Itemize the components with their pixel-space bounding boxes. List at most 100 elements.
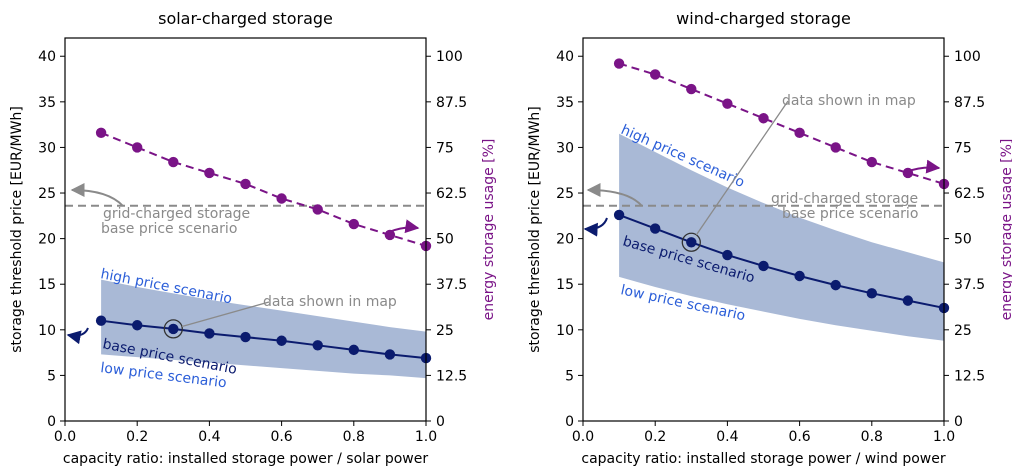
x-tick-label: 1.0	[415, 429, 437, 445]
y2-tick-label: 25	[436, 323, 454, 339]
plot-frame	[582, 37, 945, 422]
y2-tick-label: 12.5	[954, 368, 985, 384]
usage-point	[722, 98, 733, 109]
usage-series-points	[95, 127, 432, 252]
y2-tick-label: 75	[436, 140, 454, 156]
y-ticks-left: 0 5 10 15 20 25 30 35 40	[556, 49, 583, 430]
map-pointer-line	[181, 301, 270, 328]
reference-arrow	[70, 183, 124, 207]
usage-point	[794, 127, 805, 139]
base-point	[866, 288, 877, 299]
y-tick-label: 20	[38, 232, 56, 248]
y-tick-label: 10	[556, 323, 574, 339]
base-point	[722, 249, 733, 261]
base-point	[830, 279, 841, 291]
usage-point	[312, 204, 323, 215]
left-axis-arrow	[66, 327, 89, 345]
y2-tick-label: 0	[436, 414, 445, 430]
base-series-points	[613, 209, 950, 314]
base-series-line	[100, 319, 427, 360]
base-point	[204, 328, 215, 339]
reference-label-line2: base price scenario	[782, 206, 918, 222]
y2-tick-label: 100	[436, 49, 463, 65]
y-axis-label-left: storage threshold price [EUR/MWh]	[527, 106, 543, 353]
base-point	[384, 349, 396, 360]
usage-point	[686, 83, 697, 95]
y2-tick-label: 50	[436, 232, 454, 248]
usage-point	[758, 113, 769, 124]
x-tick-label: 0.0	[54, 429, 76, 445]
y-tick-label: 5	[47, 368, 56, 384]
y-axis-label-left: storage threshold price [EUR/MWh]	[9, 106, 25, 353]
x-axis-label: capacity ratio: installed storage power …	[63, 451, 428, 467]
y-tick-label: 15	[556, 277, 574, 293]
reference-label-line1: grid-charged storage	[771, 191, 918, 207]
usage-point	[95, 127, 107, 139]
y-ticks-left: 0 5 10 15 20 25 30 35 40	[38, 49, 65, 430]
reference-arrow	[586, 183, 643, 207]
y2-tick-label: 87.5	[954, 95, 985, 111]
y-tick-label: 30	[556, 140, 574, 156]
chart-title: solar-charged storage	[158, 9, 333, 28]
y2-tick-label: 37.5	[954, 277, 985, 293]
base-point	[312, 340, 323, 351]
base-point	[613, 209, 625, 221]
usage-point	[650, 69, 661, 80]
reference-label-line2: base price scenario	[101, 221, 237, 237]
band-wind	[619, 133, 944, 341]
chart-panel-solar: grid-charged storage base price scenario…	[9, 9, 497, 467]
x-tick-label: 0.0	[572, 429, 594, 445]
y2-tick-label: 62.5	[954, 186, 985, 202]
x-tick-label: 0.8	[861, 429, 883, 445]
usage-point	[830, 142, 841, 153]
y-tick-label: 15	[38, 277, 56, 293]
usage-point	[240, 178, 251, 190]
right-axis-arrow	[388, 219, 420, 234]
y-tick-label: 35	[556, 95, 574, 111]
y-tick-label: 0	[47, 414, 56, 430]
y-tick-label: 0	[565, 414, 574, 430]
y2-tick-label: 75	[954, 140, 972, 156]
x-axis-label: capacity ratio: installed storage power …	[581, 451, 945, 467]
y2-tick-label: 25	[954, 323, 972, 339]
base-series-line	[618, 213, 945, 309]
usage-point	[276, 193, 287, 204]
x-tick-label: 0.4	[716, 429, 738, 445]
y-tick-label: 40	[556, 49, 574, 65]
y2-tick-label: 50	[954, 232, 972, 248]
y2-tick-label: 12.5	[436, 368, 467, 384]
usage-point	[132, 142, 143, 153]
base-point	[348, 344, 359, 356]
map-pointer-line	[695, 100, 789, 236]
y-tick-label: 35	[38, 95, 56, 111]
y-tick-label: 20	[556, 232, 574, 248]
usage-point	[168, 156, 179, 168]
x-tick-label: 0.6	[788, 429, 810, 445]
y-tick-label: 30	[38, 140, 56, 156]
y-tick-label: 25	[556, 186, 574, 202]
x-ticks: 0.0 0.2 0.4 0.6 0.8 1.0	[572, 421, 955, 445]
base-point	[902, 295, 914, 306]
x-tick-label: 0.8	[343, 429, 365, 445]
plot-frame	[64, 37, 427, 422]
y-tick-label: 40	[38, 49, 56, 65]
usage-point	[204, 167, 215, 179]
usage-series-line	[618, 62, 945, 185]
y2-tick-label: 100	[954, 49, 981, 65]
y-ticks-right: 0 12.5 25 37.5 50 62.5 75 87.5 100	[426, 49, 467, 430]
base-point	[132, 320, 143, 331]
reference-label-line1: grid-charged storage	[103, 206, 250, 222]
map-highlight-circle	[681, 232, 701, 252]
chart-title: wind-charged storage	[676, 9, 851, 28]
x-tick-label: 0.2	[644, 429, 666, 445]
base-point	[650, 223, 661, 234]
usage-point	[348, 218, 359, 230]
left-axis-arrow	[583, 217, 608, 237]
y-ticks-right: 0 12.5 25 37.5 50 62.5 75 87.5 100	[944, 49, 985, 430]
base-point	[794, 270, 805, 282]
map-annotation: data shown in map	[782, 93, 916, 109]
usage-series-line	[100, 131, 427, 247]
x-tick-label: 0.4	[198, 429, 220, 445]
price-range-band	[101, 279, 426, 379]
